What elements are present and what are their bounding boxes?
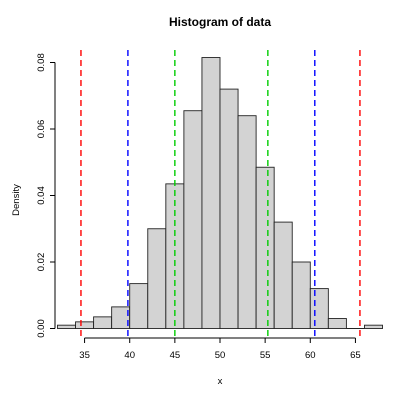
reference-lines [80, 50, 361, 340]
histogram-bar [291, 261, 311, 329]
histogram-bar [147, 228, 167, 329]
x-axis-label: x [218, 376, 223, 387]
histogram-bar [255, 166, 275, 329]
histogram-bar [93, 316, 113, 329]
y-tick-label: 0.06 [36, 120, 47, 139]
histogram-bar [111, 306, 131, 329]
histogram-bars [57, 57, 383, 329]
y-axis-ticks: 0.00 0.02 0.04 0.06 0.08 [36, 53, 55, 338]
histogram-bar [219, 88, 239, 329]
x-tick-label: 35 [79, 350, 90, 361]
y-tick-label: 0.00 [36, 319, 47, 338]
y-axis-label: Density [11, 184, 22, 216]
histogram-bar [309, 288, 329, 329]
x-axis-ticks: 35 40 45 50 55 60 65 [79, 338, 361, 361]
histogram-bar [201, 57, 221, 329]
y-tick-label: 0.02 [36, 253, 47, 272]
x-tick-label: 65 [350, 350, 361, 361]
chart-title: Histogram of data [169, 15, 271, 29]
y-tick-label: 0.04 [36, 186, 47, 205]
histogram-bar [57, 324, 76, 329]
histogram-bar [273, 221, 293, 329]
histogram-bar [327, 318, 347, 329]
histogram-bar [364, 324, 383, 329]
x-tick-label: 45 [170, 350, 181, 361]
histogram-bar [237, 115, 257, 329]
histogram-bar [75, 321, 95, 329]
x-tick-label: 60 [305, 350, 316, 361]
x-tick-label: 55 [260, 350, 271, 361]
x-tick-label: 50 [215, 350, 226, 361]
y-tick-label: 0.08 [36, 53, 47, 72]
histogram-bar [129, 283, 149, 329]
x-tick-label: 40 [124, 350, 135, 361]
histogram-bar [183, 110, 203, 329]
